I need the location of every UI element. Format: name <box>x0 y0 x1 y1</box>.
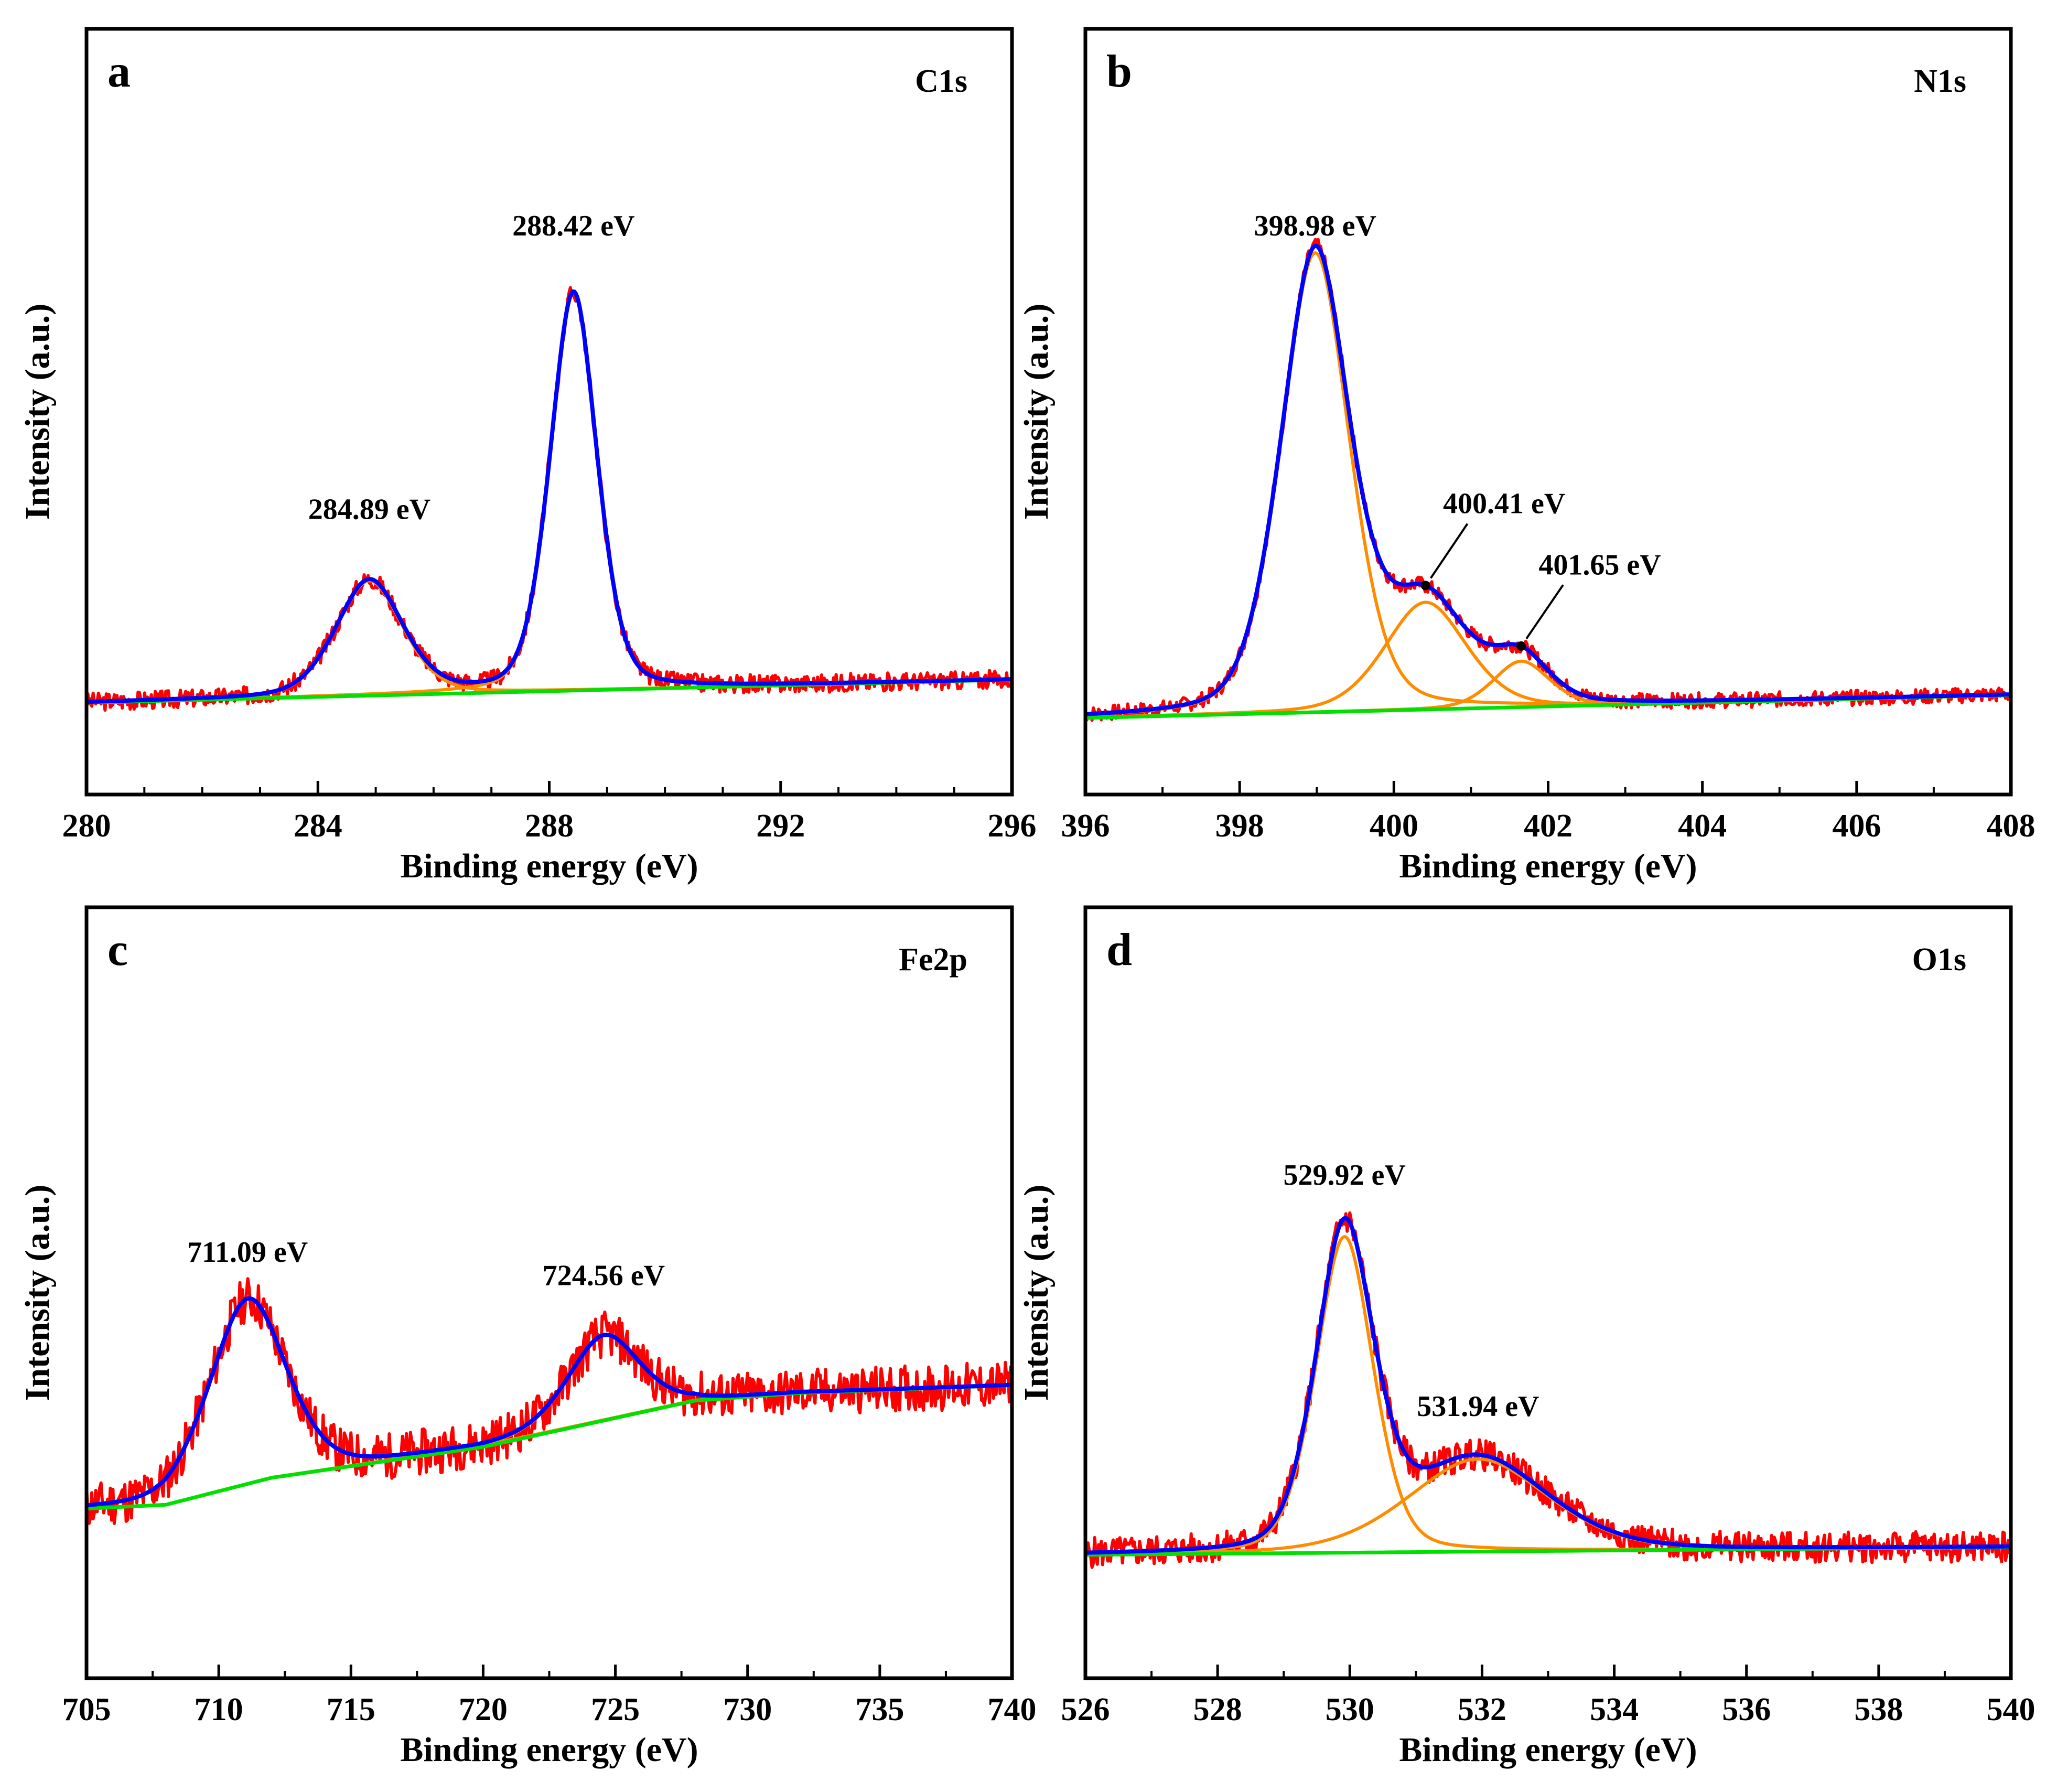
x-axis-title: Binding energy (eV) <box>1399 847 1697 885</box>
panel-letter: a <box>107 46 131 97</box>
fit-envelope-line <box>1085 1216 2011 1555</box>
y-axis-title: Intensity (a.u.) <box>18 304 57 520</box>
x-tick-label: 398 <box>1215 808 1264 844</box>
x-tick-label: 288 <box>525 808 574 844</box>
y-axis-title: Intensity (a.u.) <box>1017 304 1056 520</box>
plot-area <box>87 286 1012 712</box>
x-tick-label: 528 <box>1193 1692 1242 1727</box>
peak-label: 398.98 eV <box>1254 210 1376 242</box>
component-peak-1 <box>1085 251 2011 716</box>
y-axis-title: Intensity (a.u.) <box>18 1185 57 1401</box>
x-tick-label: 538 <box>1854 1692 1903 1727</box>
x-axis-title: Binding energy (eV) <box>1399 1731 1697 1769</box>
x-tick-label: 740 <box>988 1692 1037 1727</box>
x-tick-label: 735 <box>855 1692 904 1727</box>
x-tick-label: 408 <box>1987 808 2036 844</box>
peak-arrow <box>1429 523 1469 579</box>
panel-letter: c <box>107 925 128 975</box>
panel-letter: b <box>1106 46 1132 97</box>
x-tick-label: 536 <box>1722 1692 1771 1727</box>
x-tick-label: 532 <box>1458 1692 1506 1727</box>
plot-area <box>1085 1211 2011 1569</box>
x-tick-label: 400 <box>1370 808 1418 844</box>
plot-area <box>1085 238 2011 722</box>
component-peak-2 <box>87 291 1012 704</box>
panel-a: 280 284 288 292 296 Binding energy (eV) Intens… <box>18 27 1037 885</box>
panel-c: 705 710 715 720 725 730 735 740 Binding energy (… <box>18 905 1037 1769</box>
x-tick-label: 534 <box>1590 1692 1639 1727</box>
raw-spectrum-line <box>1085 238 2011 722</box>
x-tick-label: 715 <box>327 1692 375 1727</box>
x-tick-label: 540 <box>1987 1692 2036 1727</box>
peak-arrow <box>1525 584 1564 639</box>
element-label: N1s <box>1914 63 1966 99</box>
x-tick-label: 710 <box>195 1692 243 1727</box>
raw-spectrum-line <box>87 286 1012 712</box>
x-axis-title: Binding energy (eV) <box>400 1731 698 1769</box>
panel-b: 396 398 400 402 404 406 408 Binding energy (eV)… <box>1017 27 2036 885</box>
x-tick-label: 402 <box>1524 808 1573 844</box>
plot-frame <box>84 905 1014 1680</box>
raw-spectrum-line <box>1085 1211 2011 1569</box>
peak-label: 284.89 eV <box>308 493 430 525</box>
x-tick-label: 280 <box>62 808 111 844</box>
peak-label: 400.41 eV <box>1443 488 1565 520</box>
element-label: C1s <box>915 63 967 99</box>
panel-d: 526 528 530 532 534 536 538 540 Binding energy (… <box>1017 905 2036 1769</box>
peak-arrow-head <box>1516 641 1526 651</box>
fit-envelope-line <box>87 289 1012 704</box>
x-tick-label: 725 <box>591 1692 640 1727</box>
panel-letter: d <box>1106 925 1132 975</box>
x-tick-label: 730 <box>723 1692 772 1727</box>
peak-label: 401.65 eV <box>1538 549 1661 581</box>
x-tick-label: 404 <box>1678 808 1727 844</box>
y-axis-title: Intensity (a.u.) <box>1017 1185 1056 1401</box>
peak-label: 288.42 eV <box>512 210 634 242</box>
peak-arrow-head <box>1420 581 1430 591</box>
x-tick-label: 526 <box>1061 1692 1110 1727</box>
x-tick-label: 284 <box>294 808 342 844</box>
x-tick-label: 292 <box>756 808 805 844</box>
element-label: O1s <box>1912 942 1966 978</box>
peak-label: 724.56 eV <box>543 1259 665 1292</box>
plot-area <box>87 1277 1012 1525</box>
peak-label: 531.94 eV <box>1417 1390 1539 1423</box>
x-tick-label: 296 <box>988 808 1037 844</box>
x-tick-label: 530 <box>1326 1692 1374 1727</box>
fit-envelope-line <box>1085 243 2011 716</box>
peak-label: 711.09 eV <box>187 1236 308 1269</box>
x-tick-label: 396 <box>1061 808 1110 844</box>
raw-spectrum-line <box>87 1277 1012 1525</box>
x-tick-label: 720 <box>459 1692 508 1727</box>
x-tick-label: 406 <box>1832 808 1881 844</box>
fit-envelope-line <box>87 1296 1012 1508</box>
peak-label: 529.92 eV <box>1284 1159 1406 1192</box>
element-label: Fe2p <box>899 942 967 978</box>
x-tick-label: 705 <box>62 1692 111 1727</box>
x-axis-title: Binding energy (eV) <box>400 847 698 885</box>
